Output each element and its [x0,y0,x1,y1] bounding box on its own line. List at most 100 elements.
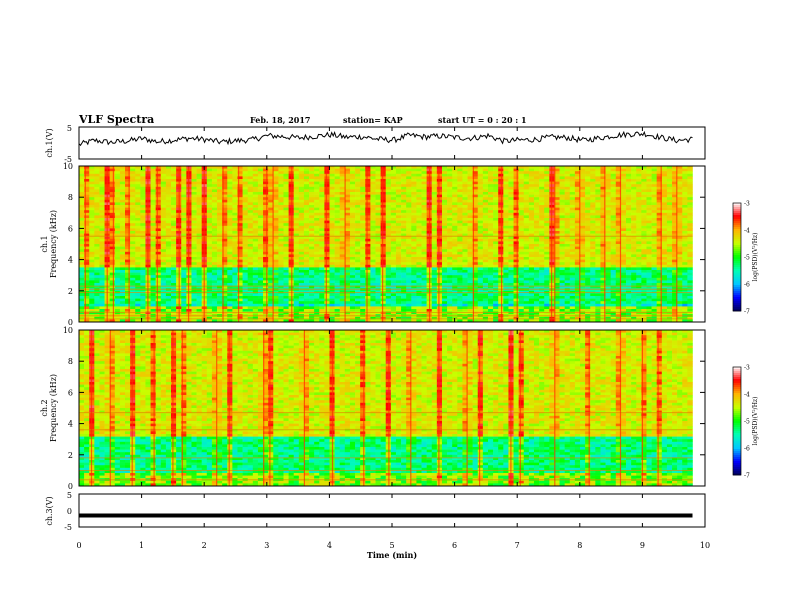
spectrogram-cell [349,212,356,216]
spectrogram-cell [181,192,187,195]
spectrogram-cell [79,267,85,271]
spectrogram-cell [436,168,443,172]
spectrogram-cell [334,283,341,286]
spectrogram-cell [283,244,289,247]
spectrogram-cell [487,238,494,242]
spectrogram-cell [94,293,100,297]
spectrogram-cell [79,309,85,312]
spectrogram-cell [349,223,356,227]
spectrogram-cell [298,275,305,279]
spectrogram-cell [447,311,453,315]
spectrogram-cell [487,225,494,229]
spectrogram-cell [227,215,233,219]
spectrogram-cell [242,166,248,169]
spectrogram-cell [370,236,376,240]
spectrogram-cell [385,262,392,266]
spectrogram-cell [227,241,233,245]
spectrogram-cell [365,223,371,227]
spectrogram-cell [436,311,443,315]
spectrogram-cell [375,267,381,271]
spectrogram-cell [150,212,156,216]
spectrogram-cell [217,298,223,302]
spectrogram-cell [339,283,346,286]
spectrogram-cell [268,257,274,260]
spectrogram-cell [344,197,351,201]
spectrogram-cell [380,272,387,276]
spectrogram-cell [135,303,141,307]
spectrogram-cell [211,306,218,310]
spectrogram-cell [99,303,105,307]
spectrogram-cell [472,179,479,182]
spectrogram-cell [395,296,402,299]
spectrogram-cell [370,244,376,247]
spectrogram-cell [334,184,341,188]
spectrogram-cell [411,275,417,279]
spectrogram-cell [324,168,330,172]
spectrogram-cell [278,184,284,188]
spectrogram-cell [395,285,402,289]
spectrogram-cell [447,236,453,240]
spectrogram-cell [482,316,489,320]
spectrogram-cell [211,184,218,188]
spectrogram-cell [344,306,351,310]
spectrogram-cell [441,251,448,255]
spectrogram-cell [375,309,381,312]
spectrogram-cell [349,270,356,273]
spectrogram-cell [196,309,202,312]
spectrogram-cell [232,220,238,224]
spectrogram-cell [114,270,121,273]
spectrogram-cell [339,285,346,289]
spectrogram-cell [268,319,274,323]
spectrogram-cell [273,272,279,276]
spectrogram-cell [309,199,315,203]
spectrogram-cell [344,316,351,320]
spectrogram-cell [462,241,468,245]
spectrogram-cell [416,205,422,208]
spectrogram-cell [390,194,397,198]
spectrogram-cell [263,199,269,203]
spectrogram-cell [257,233,264,237]
spectrogram-cell [309,236,315,240]
spectrogram-cell [232,225,238,229]
spectrogram-cell [298,210,305,214]
spectrogram-cell [79,316,85,320]
spectrogram-cell [211,303,218,307]
spectrogram-cell [140,166,146,169]
spectrogram-cell [125,288,131,292]
spectrogram-cell [293,189,300,193]
spectrogram-cell [89,285,95,289]
spectrogram-cell [252,233,259,237]
spectrogram-cell [89,280,95,284]
spectrogram-cell [477,259,484,263]
spectrogram-cell [125,218,131,221]
spectrogram-cell [303,275,310,279]
spectrogram-cell [114,199,121,203]
spectrogram-cell [498,197,504,201]
spectrogram-cell [452,298,458,302]
spectrogram-cell [211,288,218,292]
spectrogram-cell [140,181,146,185]
spectrogram-cell [319,205,325,208]
spectrogram-cell [344,176,351,180]
spectrogram-cell [324,259,330,263]
spectrogram-cell [89,301,95,305]
spectrogram-cell [222,173,228,177]
spectrogram-cell [339,207,346,211]
spectrogram-cell [365,210,371,214]
spectrogram-cell [150,173,156,177]
spectrogram-cell [303,264,310,268]
spectrogram-cell [452,259,458,263]
spectrogram-cell [431,246,438,250]
spectrogram-cell [268,220,274,224]
spectrogram-cell [257,166,264,169]
spectrogram-cell [329,270,335,273]
spectrogram-cell [416,207,422,211]
spectrogram-cell [355,186,361,190]
spectrogram-cell [431,184,438,188]
spectrogram-cell [421,280,427,284]
spectrogram-cell [268,192,274,195]
spectrogram-cell [487,166,494,169]
spectrogram-cell [390,301,397,305]
spectrogram-cell [452,280,458,284]
spectrogram-cell [390,277,397,281]
